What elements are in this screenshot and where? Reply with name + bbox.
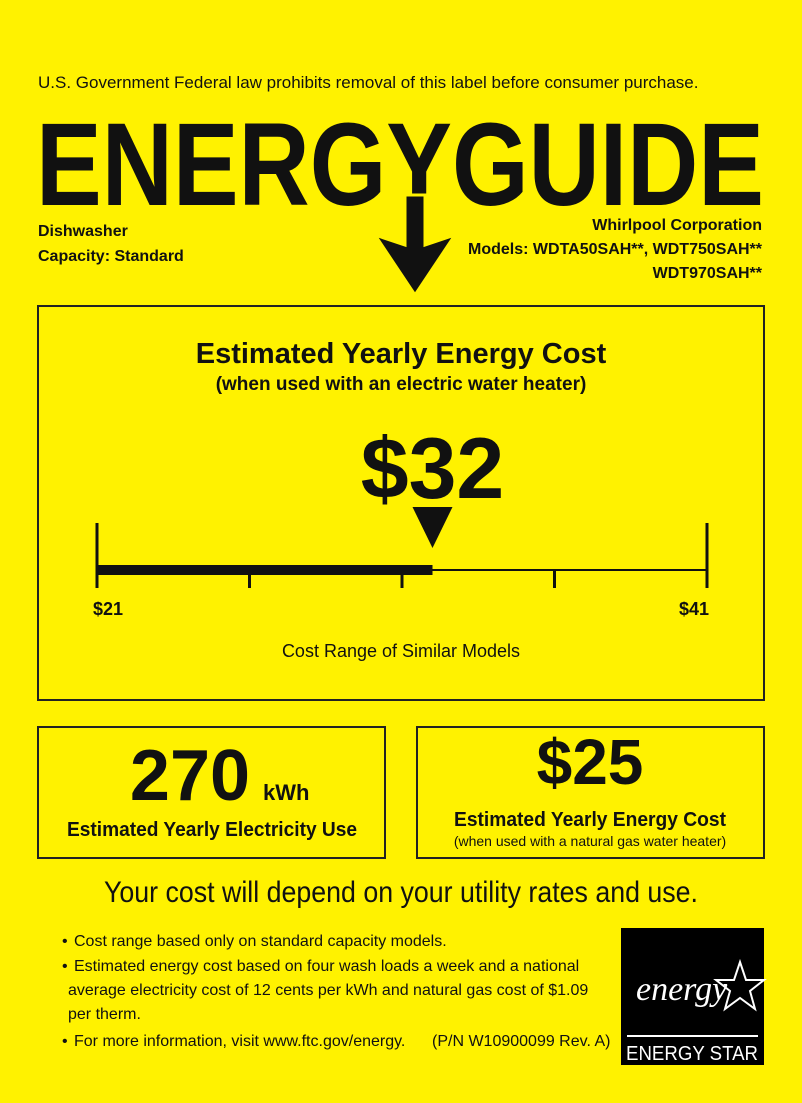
cost-value: $32 <box>361 421 505 517</box>
gas-note: (when used with a natural gas water heat… <box>454 833 726 849</box>
gas-box <box>416 726 765 859</box>
arrow <box>371 193 459 298</box>
range-min-label: $21 <box>93 599 123 619</box>
manufacturer: Whirlpool Corporation <box>592 217 762 234</box>
range-max-label: $41 <box>679 599 709 619</box>
statement: Your cost will depend on your utility ra… <box>104 876 698 909</box>
models: Models: WDTA50SAH**, WDT750SAH** <box>468 241 763 258</box>
gas-cost: $25 <box>537 726 644 798</box>
bullet-text: Estimated energy cost based on four wash… <box>74 958 579 975</box>
kwh-unit: kWh <box>263 780 309 805</box>
cost-title: Estimated Yearly Energy Cost <box>196 338 607 370</box>
range-caption: Cost Range of Similar Models <box>282 641 520 661</box>
bullet-text: For more information, visit www.ftc.gov/… <box>74 1033 405 1050</box>
part-number: (P/N W10900099 Rev. A) <box>432 1033 610 1050</box>
electric-cost-box <box>37 305 765 701</box>
bullet-text: per therm. <box>68 1006 141 1023</box>
energy-star-logo: energy ENERGY STAR <box>621 928 767 1065</box>
logo-star <box>713 958 767 1012</box>
bullet: • <box>62 933 68 950</box>
product-type: Dishwasher <box>38 223 128 240</box>
bullet: • <box>62 958 68 975</box>
kwh-value: 270 <box>130 736 250 816</box>
gas-caption: Estimated Yearly Energy Cost <box>454 809 726 831</box>
electricity-box <box>37 726 386 859</box>
cost-marker <box>412 507 453 548</box>
logo-label: ENERGY STAR <box>626 1043 758 1065</box>
bullet-text: Cost range based only on standard capaci… <box>74 933 447 950</box>
notice: U.S. Government Federal law prohibits re… <box>38 73 698 92</box>
bullet-text: average electricity cost of 12 cents per… <box>68 982 588 999</box>
cost-bar <box>97 565 433 575</box>
bullet: • <box>62 1033 68 1050</box>
energyguide-title: ENERGYGUIDE <box>36 99 764 231</box>
logo-bg <box>621 928 764 1065</box>
cost-scale: $21 $41 <box>93 507 709 619</box>
logo-script: energy <box>636 971 728 1008</box>
capacity: Capacity: Standard <box>38 248 184 265</box>
cost-subtitle: (when used with an electric water heater… <box>216 374 587 395</box>
models: WDT970SAH** <box>653 265 763 282</box>
kwh-caption: Estimated Yearly Electricity Use <box>67 819 357 841</box>
